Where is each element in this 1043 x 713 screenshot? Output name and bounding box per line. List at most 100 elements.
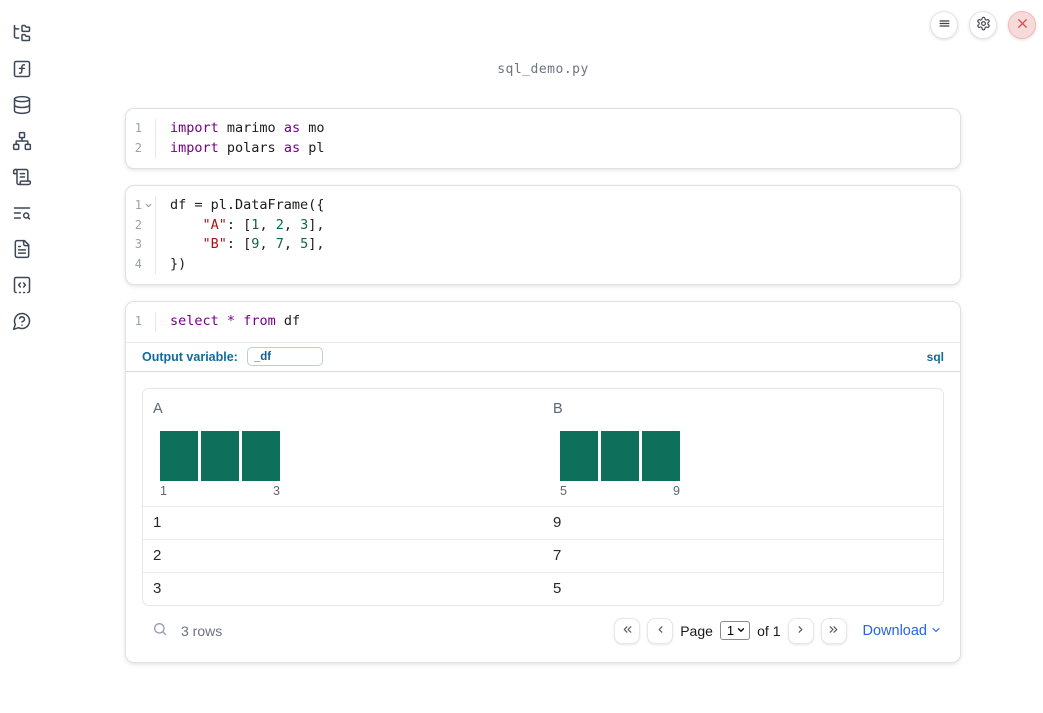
shutdown-button[interactable] <box>1008 11 1036 39</box>
gutter-line: 1 <box>126 312 155 332</box>
gutter-line: 1 <box>126 196 155 216</box>
language-badge[interactable]: sql <box>926 349 944 364</box>
menu-icon <box>937 16 952 34</box>
column-header-b[interactable]: B 5 9 <box>543 389 943 506</box>
last-page-button[interactable] <box>820 617 847 644</box>
table-cell: 3 <box>153 580 162 597</box>
page-select[interactable]: 1 <box>719 621 751 640</box>
sql-editor[interactable]: 1 select * from df <box>126 302 960 342</box>
histogram-bars <box>560 430 680 481</box>
line-number: 2 <box>134 140 142 155</box>
prev-page-button[interactable] <box>647 617 674 644</box>
next-page-button[interactable] <box>787 617 814 644</box>
table-cell: 5 <box>553 580 562 597</box>
snippets-icon <box>12 275 32 295</box>
histogram-bar <box>160 430 198 481</box>
page-total: of 1 <box>757 622 781 639</box>
first-page-button[interactable] <box>614 617 641 644</box>
code-line: select * from df <box>170 313 301 329</box>
chevrons-right-icon <box>827 623 840 639</box>
sidebar-item-variables[interactable] <box>12 59 32 79</box>
histogram-bar <box>642 430 680 481</box>
notebook-actions <box>930 11 1036 39</box>
chevron-right-icon <box>794 623 807 639</box>
column-header-a[interactable]: A 1 3 <box>143 389 543 506</box>
table-footer: 3 rows Page 1 of 1 Download <box>142 606 944 646</box>
document-icon <box>12 239 32 259</box>
sidebar-item-snippets[interactable] <box>12 275 32 295</box>
code-line: df = pl.DataFrame({ <box>170 197 325 213</box>
sidebar-item-datasources[interactable] <box>12 95 32 115</box>
tick-min: 1 <box>160 483 167 498</box>
tick-min: 5 <box>560 483 567 498</box>
sidebar-item-help[interactable] <box>12 311 32 331</box>
chevron-down-icon <box>736 623 746 638</box>
sidebar-item-outline[interactable] <box>12 203 32 223</box>
gutter-line: 2 <box>126 216 155 236</box>
tick-max: 3 <box>273 483 280 498</box>
menu-button[interactable] <box>930 11 958 39</box>
line-number: 1 <box>134 198 142 212</box>
histogram-bar <box>560 430 598 481</box>
histogram-ticks: 1 3 <box>160 484 280 498</box>
sidebar <box>0 0 44 331</box>
code-editor-dataframe[interactable]: 1 2 3 4 df = pl.DataFrame({ "A": [1, 2, 3],… <box>126 186 960 284</box>
row-count: 3 rows <box>181 622 223 639</box>
table-cell: 2 <box>153 547 162 564</box>
line-number: 1 <box>134 314 142 328</box>
search-button[interactable] <box>152 621 168 640</box>
code-line: "B": [9, 7, 5], <box>202 236 325 252</box>
sql-cell: 1 select * from df Output variable: sql … <box>125 301 961 663</box>
line-number: 2 <box>134 217 142 232</box>
line-number-gutter: 1 <box>126 312 156 332</box>
sidebar-item-file-explorer[interactable] <box>12 23 32 43</box>
table-cell: 1 <box>153 514 162 531</box>
line-number-gutter: 1 2 3 4 <box>126 196 156 274</box>
download-button[interactable]: Download <box>863 622 943 640</box>
sidebar-item-dependencies[interactable] <box>12 131 32 151</box>
output-variable-row: Output variable: sql <box>126 341 960 372</box>
table-cell: 9 <box>553 514 562 531</box>
output-variable-input[interactable] <box>246 347 323 366</box>
page-label: Page <box>680 622 713 639</box>
file-tree-icon <box>12 23 32 43</box>
line-number: 3 <box>134 237 142 251</box>
fold-spacer <box>142 239 155 251</box>
gutter-line: 2 <box>126 139 155 159</box>
fold-spacer <box>142 258 155 270</box>
gutter-line: 3 <box>126 235 155 255</box>
settings-button[interactable] <box>969 11 997 39</box>
chevron-down-icon <box>930 622 942 640</box>
sidebar-item-logs[interactable] <box>12 167 32 187</box>
fold-spacer <box>142 219 155 231</box>
sidebar-item-documentation[interactable] <box>12 239 32 259</box>
notebook-filename[interactable]: sql_demo.py <box>497 62 589 77</box>
list-search-icon <box>12 203 32 223</box>
cell-output: A 1 3 B <box>126 372 960 662</box>
histogram-column-a: 1 3 <box>160 430 280 498</box>
histogram-column-b: 5 9 <box>560 430 680 498</box>
fold-spacer <box>142 316 155 328</box>
chevrons-left-icon <box>621 623 634 639</box>
tick-max: 9 <box>673 483 680 498</box>
code-line: import marimo as mo <box>170 120 325 136</box>
histogram-bar <box>201 430 239 481</box>
pagination: Page 1 of 1 Download <box>614 617 943 644</box>
table-header: A 1 3 B <box>143 389 943 506</box>
code-content: import marimo as mo import polars as pl <box>156 119 324 158</box>
column-name: B <box>553 400 563 417</box>
histogram-bar <box>601 430 639 481</box>
search-icon <box>152 621 168 640</box>
download-label: Download <box>862 622 928 639</box>
fold-spacer <box>142 123 155 135</box>
table-cell: 7 <box>553 547 562 564</box>
fold-chevron-icon[interactable] <box>142 200 155 212</box>
chevron-left-icon <box>654 623 667 639</box>
